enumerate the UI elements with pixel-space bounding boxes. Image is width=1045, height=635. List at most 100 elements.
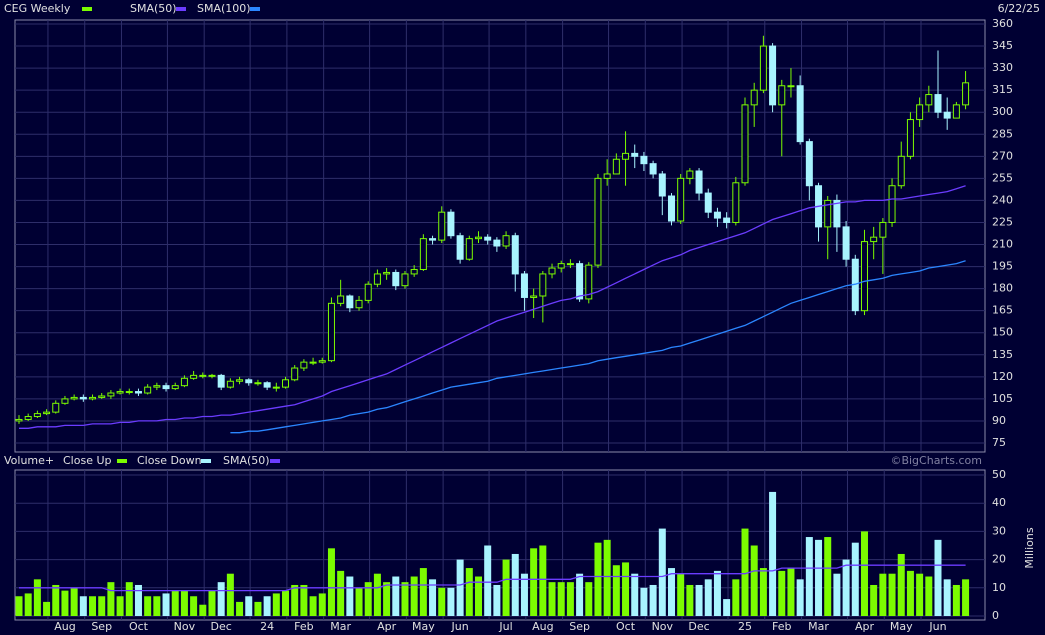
- volume-bar: [392, 576, 400, 616]
- candle-body: [750, 89, 758, 106]
- candle-body: [566, 263, 574, 266]
- volume-bar: [291, 584, 299, 616]
- volume-bar: [557, 582, 565, 616]
- candle-body: [769, 45, 777, 106]
- candle-body: [594, 177, 602, 266]
- candle-body: [410, 269, 418, 275]
- volume-bar: [511, 553, 519, 616]
- x-tick-label: Apr: [377, 620, 397, 633]
- x-tick-label: Oct: [616, 620, 636, 633]
- x-tick-label: Dec: [688, 620, 709, 633]
- volume-title: Volume+: [4, 454, 54, 467]
- candle-body: [447, 211, 455, 237]
- volume-panel: [14, 469, 986, 621]
- volume-bar: [612, 565, 620, 616]
- volume-bar: [318, 593, 326, 616]
- volume-bar: [199, 604, 207, 616]
- y-axis-label: Millions: [1023, 527, 1036, 568]
- volume-bar: [851, 542, 859, 616]
- candle-body: [695, 170, 703, 194]
- candle-body: [640, 155, 648, 165]
- candle-body: [245, 379, 253, 384]
- candle-body: [107, 392, 115, 397]
- volume-bar: [465, 568, 473, 616]
- candle-body: [383, 271, 391, 275]
- volume-bar: [732, 579, 740, 616]
- volume-bar: [870, 584, 878, 616]
- candle-body: [475, 236, 482, 240]
- copyright: ©BigCharts.com: [890, 454, 982, 467]
- candle-body: [272, 386, 280, 389]
- candle-body: [916, 104, 924, 121]
- y-tick-label: 50: [992, 468, 1006, 481]
- volume-bar: [576, 573, 584, 616]
- date-label: 6/22/25: [998, 2, 1040, 15]
- candle-body: [236, 379, 244, 382]
- volume-bar: [429, 579, 437, 616]
- volume-bar: [346, 576, 354, 616]
- candle-body: [429, 238, 437, 241]
- volume-bar: [603, 539, 611, 616]
- y-tick-label: 315: [992, 83, 1013, 96]
- volume-bar: [33, 579, 41, 616]
- volume-bar: [272, 593, 280, 616]
- x-tick-label: Oct: [129, 620, 149, 633]
- candle-body: [337, 295, 345, 304]
- candle-body: [732, 182, 740, 223]
- volume-bar: [15, 596, 23, 616]
- y-tick-label: 330: [992, 61, 1013, 74]
- legend-swatch: [82, 7, 92, 11]
- volume-bar: [842, 559, 850, 616]
- y-tick-label: 240: [992, 193, 1013, 206]
- candle-body: [713, 211, 721, 219]
- volume-bar: [373, 573, 381, 616]
- candle-body: [43, 411, 51, 415]
- candle-body: [576, 263, 584, 300]
- volume-bar: [713, 570, 721, 616]
- volume-bar: [916, 573, 924, 616]
- candle-body: [438, 211, 446, 241]
- candle-body: [677, 177, 685, 222]
- candle-body: [355, 299, 363, 309]
- volume-bar: [24, 593, 32, 616]
- volume-bar: [631, 573, 639, 616]
- legend-swatch: [201, 459, 211, 463]
- volume-bar: [778, 570, 786, 616]
- volume-bar: [300, 584, 308, 616]
- candle-body: [741, 104, 749, 184]
- volume-bar: [824, 537, 832, 616]
- y-tick-label: 120: [992, 370, 1013, 383]
- volume-bar: [502, 559, 510, 616]
- candle-body: [52, 402, 60, 413]
- candle-body: [171, 385, 179, 390]
- candle-body: [778, 85, 786, 106]
- y-tick-label: 285: [992, 127, 1013, 140]
- x-tick-label: May: [890, 620, 913, 633]
- candle-body: [888, 185, 896, 223]
- legend-label: Close Down: [137, 454, 202, 467]
- sma-line: [230, 260, 966, 434]
- volume-bar: [456, 559, 464, 616]
- candle-body: [704, 192, 712, 213]
- candle-body: [686, 170, 694, 179]
- candle-body: [291, 367, 299, 381]
- sma-line: [19, 564, 966, 592]
- candle-body: [456, 235, 464, 260]
- candle-body: [631, 152, 639, 157]
- x-tick-label: Feb: [294, 620, 313, 633]
- volume-bar: [153, 596, 161, 616]
- y-tick-label: 90: [992, 414, 1006, 427]
- x-tick-label: May: [412, 620, 435, 633]
- y-tick-label: 30: [992, 524, 1006, 537]
- volume-bar: [493, 584, 501, 616]
- candle-body: [493, 239, 501, 247]
- x-tick-label: Nov: [652, 620, 674, 633]
- volume-bar: [622, 562, 630, 616]
- y-tick-label: 210: [992, 238, 1013, 251]
- x-tick-label: Sep: [569, 620, 590, 633]
- candle-body: [199, 374, 207, 377]
- y-tick-label: 300: [992, 105, 1013, 118]
- volume-bar: [134, 584, 142, 616]
- volume-bar: [383, 582, 391, 616]
- volume-bar: [162, 593, 170, 616]
